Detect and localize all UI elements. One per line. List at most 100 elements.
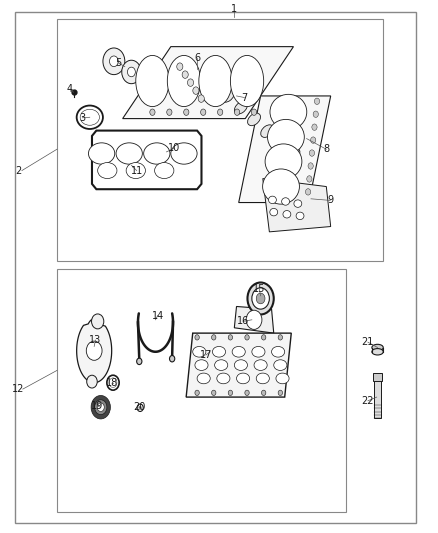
Ellipse shape bbox=[265, 144, 302, 179]
Ellipse shape bbox=[98, 163, 117, 179]
Ellipse shape bbox=[167, 109, 172, 116]
Ellipse shape bbox=[278, 335, 283, 340]
Ellipse shape bbox=[116, 143, 142, 164]
Ellipse shape bbox=[88, 143, 115, 164]
Bar bbox=[57, 19, 383, 261]
Text: 9: 9 bbox=[327, 196, 333, 205]
Polygon shape bbox=[77, 319, 112, 383]
Ellipse shape bbox=[170, 356, 175, 362]
Ellipse shape bbox=[305, 189, 311, 195]
Ellipse shape bbox=[314, 98, 320, 104]
Text: 6: 6 bbox=[194, 53, 200, 62]
Ellipse shape bbox=[294, 200, 302, 207]
Ellipse shape bbox=[144, 143, 170, 164]
Ellipse shape bbox=[109, 378, 117, 387]
Ellipse shape bbox=[228, 390, 233, 395]
Ellipse shape bbox=[261, 125, 274, 138]
Ellipse shape bbox=[155, 163, 174, 179]
Ellipse shape bbox=[312, 124, 317, 131]
Ellipse shape bbox=[86, 341, 102, 360]
Text: 16: 16 bbox=[237, 317, 249, 326]
Polygon shape bbox=[263, 179, 331, 232]
Ellipse shape bbox=[167, 55, 201, 107]
Ellipse shape bbox=[274, 360, 287, 370]
Text: 4: 4 bbox=[67, 84, 73, 94]
Polygon shape bbox=[92, 131, 201, 189]
Ellipse shape bbox=[80, 109, 99, 125]
Ellipse shape bbox=[184, 109, 189, 116]
Ellipse shape bbox=[228, 335, 233, 340]
Text: 5: 5 bbox=[115, 58, 121, 68]
Ellipse shape bbox=[372, 344, 383, 351]
Ellipse shape bbox=[198, 95, 204, 102]
Ellipse shape bbox=[247, 282, 274, 314]
Ellipse shape bbox=[193, 87, 199, 94]
Ellipse shape bbox=[110, 56, 118, 67]
Text: 3: 3 bbox=[79, 113, 85, 123]
Ellipse shape bbox=[278, 390, 283, 395]
Polygon shape bbox=[234, 306, 274, 333]
Ellipse shape bbox=[372, 349, 383, 355]
Bar bbox=[57, 269, 346, 512]
Ellipse shape bbox=[136, 55, 169, 107]
Ellipse shape bbox=[268, 119, 304, 155]
Ellipse shape bbox=[234, 109, 240, 116]
Text: 10: 10 bbox=[168, 143, 180, 153]
Ellipse shape bbox=[247, 113, 261, 126]
Ellipse shape bbox=[215, 360, 228, 370]
Ellipse shape bbox=[92, 314, 104, 329]
Ellipse shape bbox=[270, 94, 307, 130]
Bar bbox=[374, 378, 381, 418]
Polygon shape bbox=[186, 333, 291, 397]
Ellipse shape bbox=[212, 346, 226, 357]
Text: 14: 14 bbox=[152, 311, 164, 320]
Ellipse shape bbox=[256, 373, 269, 384]
Ellipse shape bbox=[150, 109, 155, 116]
Ellipse shape bbox=[139, 406, 141, 409]
Ellipse shape bbox=[283, 211, 291, 218]
Polygon shape bbox=[239, 96, 331, 203]
Ellipse shape bbox=[311, 137, 316, 143]
Ellipse shape bbox=[97, 403, 104, 411]
Text: 2: 2 bbox=[15, 166, 21, 175]
Text: 8: 8 bbox=[323, 144, 329, 154]
Ellipse shape bbox=[201, 109, 206, 116]
Ellipse shape bbox=[246, 310, 262, 329]
Ellipse shape bbox=[95, 400, 107, 415]
Ellipse shape bbox=[252, 288, 269, 309]
Text: 12: 12 bbox=[12, 384, 25, 394]
Ellipse shape bbox=[87, 375, 97, 388]
Ellipse shape bbox=[287, 148, 300, 161]
Ellipse shape bbox=[171, 143, 197, 164]
Ellipse shape bbox=[232, 346, 245, 357]
Ellipse shape bbox=[282, 198, 290, 205]
Ellipse shape bbox=[137, 404, 143, 411]
Ellipse shape bbox=[122, 60, 141, 84]
Ellipse shape bbox=[237, 373, 250, 384]
Ellipse shape bbox=[103, 48, 125, 75]
Ellipse shape bbox=[127, 67, 135, 77]
Ellipse shape bbox=[261, 335, 266, 340]
Ellipse shape bbox=[126, 163, 145, 179]
Ellipse shape bbox=[234, 101, 247, 114]
Ellipse shape bbox=[307, 176, 312, 182]
Ellipse shape bbox=[195, 335, 199, 340]
Text: 22: 22 bbox=[362, 396, 374, 406]
Text: 11: 11 bbox=[131, 166, 143, 175]
Ellipse shape bbox=[197, 373, 210, 384]
Ellipse shape bbox=[254, 360, 267, 370]
Ellipse shape bbox=[195, 390, 199, 395]
Bar bbox=[373, 373, 382, 381]
Ellipse shape bbox=[274, 136, 287, 149]
Ellipse shape bbox=[276, 373, 289, 384]
Ellipse shape bbox=[217, 373, 230, 384]
Ellipse shape bbox=[212, 335, 216, 340]
Ellipse shape bbox=[177, 63, 183, 70]
Ellipse shape bbox=[195, 360, 208, 370]
Ellipse shape bbox=[218, 109, 223, 116]
Ellipse shape bbox=[252, 346, 265, 357]
Ellipse shape bbox=[91, 395, 110, 419]
Ellipse shape bbox=[261, 390, 266, 395]
Ellipse shape bbox=[230, 55, 264, 107]
Ellipse shape bbox=[212, 390, 216, 395]
